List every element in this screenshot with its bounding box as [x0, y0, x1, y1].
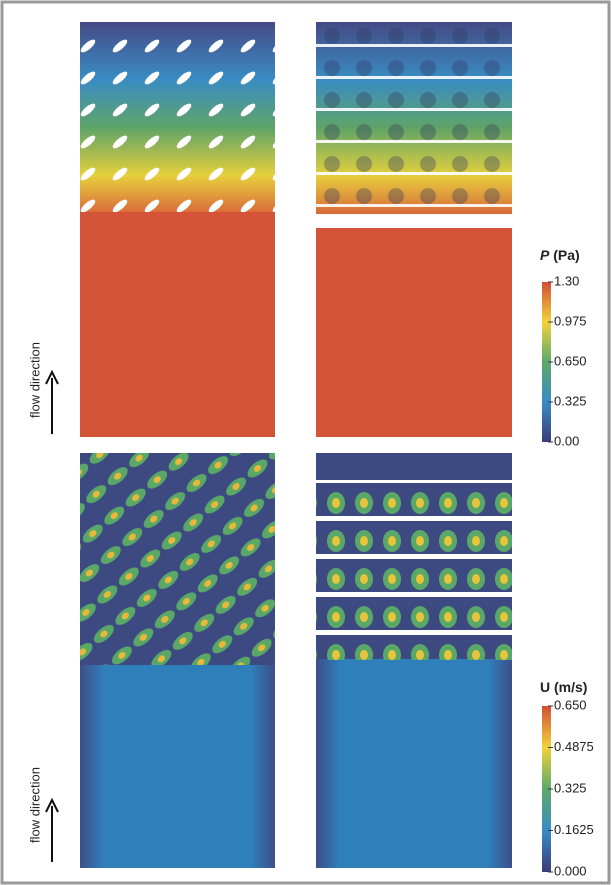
colorbar-tick-label: 0.650	[554, 353, 587, 368]
porous-structure	[80, 22, 275, 214]
flow-label: flow direction	[27, 342, 42, 418]
jet-pattern	[80, 453, 275, 665]
colorbar-tick-label: 0.650	[554, 697, 587, 712]
pressure-field	[80, 212, 275, 437]
colorbar-tick-label: 0.00	[554, 433, 579, 448]
pressure-field	[316, 228, 512, 437]
colorbar-tick-label: 0.1625	[554, 822, 594, 837]
flow-label: flow direction	[27, 767, 42, 843]
colorbar-tick-label: 1.30	[554, 273, 579, 288]
colorbar-title: P (Pa)	[540, 247, 580, 263]
colorbar-tick-label: 0.975	[554, 313, 587, 328]
colorbar-tick-label: 0.000	[554, 863, 587, 878]
unit: (Pa)	[553, 247, 579, 263]
unit: (m/s)	[554, 679, 587, 695]
jet-pattern	[316, 480, 512, 660]
colorbar-title: U (m/s)	[540, 679, 587, 695]
colorbar-tick-label: 0.4875	[554, 739, 594, 754]
porous-structure	[316, 22, 512, 214]
colorbar-tick-label: 0.325	[554, 393, 587, 408]
symbol: U	[540, 679, 550, 695]
colorbar-tick-label: 0.325	[554, 780, 587, 795]
symbol: P	[540, 247, 550, 263]
figure: flow direction flow direction P (Pa) U (…	[0, 0, 611, 885]
